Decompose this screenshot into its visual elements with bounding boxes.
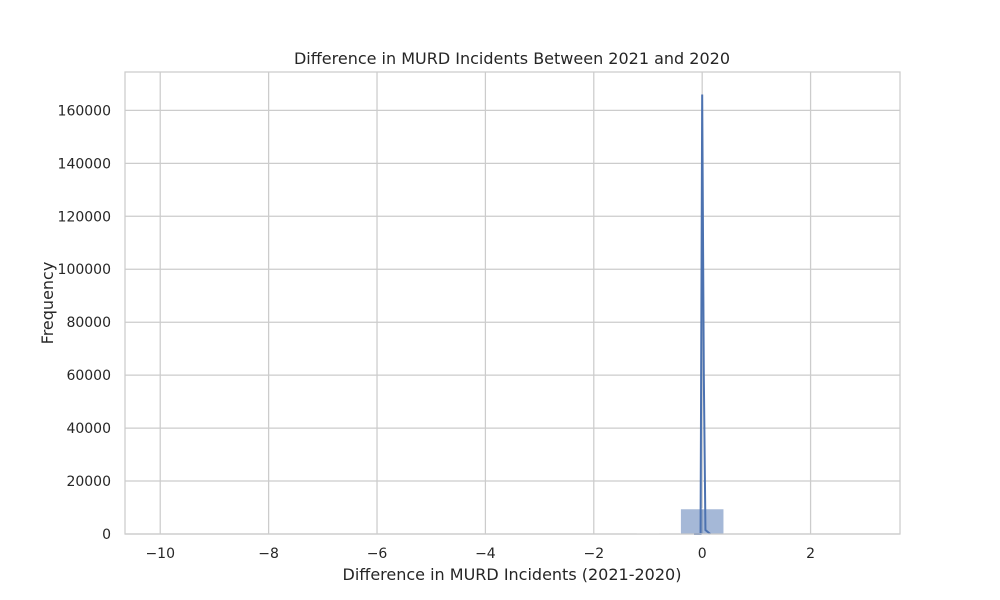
x-tick-label: −4 [475,546,496,562]
x-tick-label: −2 [583,546,604,562]
histogram-bar [680,508,725,535]
plot-frame [124,71,901,535]
x-tick-label: −10 [145,546,175,562]
y-tick-label: 0 [102,527,111,543]
x-tick-label: −8 [258,546,279,562]
y-tick-label: 20000 [66,474,111,490]
y-tick-label: 100000 [58,262,111,278]
y-tick-label: 140000 [58,156,111,172]
chart-title: Difference in MURD Incidents Between 202… [294,49,730,68]
y-tick-label: 40000 [66,421,111,437]
y-tick-label: 60000 [66,368,111,384]
y-tick-label: 120000 [58,209,111,225]
plot-area [125,72,900,534]
y-tick-label: 160000 [58,103,111,119]
x-tick-label: −6 [367,546,388,562]
x-tick-label: 2 [806,546,815,562]
y-axis-ticks: 0 20000 40000 60000 80000 100000 120000 140000 1… [58,103,111,543]
x-axis-ticks: −10 −8 −6 −4 −2 0 2 [145,546,815,562]
x-axis-title: Difference in MURD Incidents (2021-2020) [343,565,682,584]
y-axis-title: Frequency [38,262,57,345]
y-tick-label: 80000 [66,315,111,331]
x-tick-label: 0 [698,546,707,562]
